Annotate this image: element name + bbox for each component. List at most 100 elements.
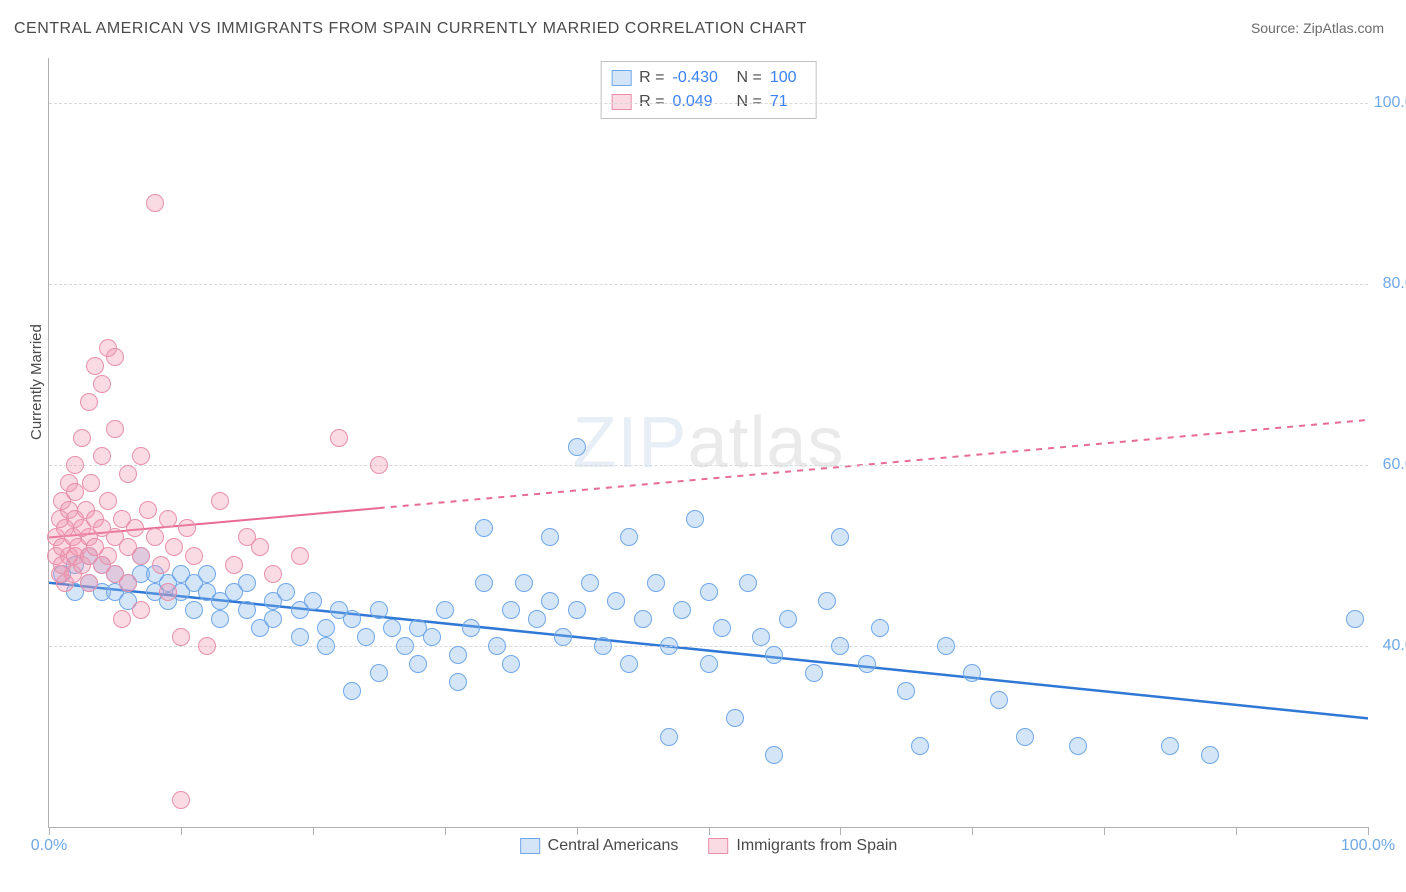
scatter-point [502,655,520,673]
scatter-point [620,655,638,673]
scatter-point [66,456,84,474]
stats-r-label: R = [639,93,664,111]
scatter-point [700,583,718,601]
scatter-point [660,728,678,746]
x-tick [972,827,973,835]
trend-lines [49,58,1368,827]
scatter-point [963,664,981,682]
scatter-point [568,438,586,456]
scatter-point [291,628,309,646]
x-tick-label: 100.0% [1341,837,1395,855]
scatter-plot: ZIPatlas R =-0.430N =100R =0.049N =71 Ce… [48,58,1368,828]
scatter-point [132,547,150,565]
x-tick [1236,827,1237,835]
scatter-point [634,610,652,628]
y-tick-label: 100.0% [1373,94,1406,112]
stats-n-value: 100 [770,69,806,87]
legend-swatch [611,70,631,86]
scatter-point [93,447,111,465]
scatter-point [911,737,929,755]
stats-r-value: -0.430 [673,69,729,87]
scatter-point [779,610,797,628]
x-tick [49,827,50,835]
scatter-point [937,637,955,655]
legend-swatch [611,94,631,110]
scatter-point [238,574,256,592]
scatter-point [765,746,783,764]
scatter-point [726,709,744,727]
legend-item: Central Americans [520,837,679,855]
scatter-point [198,565,216,583]
scatter-point [119,465,137,483]
scatter-point [752,628,770,646]
scatter-point [113,610,131,628]
scatter-point [251,538,269,556]
scatter-point [1016,728,1034,746]
scatter-point [673,601,691,619]
y-tick-label: 60.0% [1373,456,1406,474]
scatter-point [172,791,190,809]
scatter-point [370,601,388,619]
legend-label: Central Americans [548,837,679,855]
scatter-point [93,375,111,393]
scatter-point [165,538,183,556]
x-tick [1368,827,1369,835]
scatter-point [211,492,229,510]
grid-line [49,284,1368,285]
scatter-point [106,420,124,438]
scatter-point [831,637,849,655]
x-tick [709,827,710,835]
scatter-point [370,456,388,474]
scatter-point [528,610,546,628]
scatter-point [871,619,889,637]
scatter-point [383,619,401,637]
scatter-point [475,574,493,592]
scatter-point [185,547,203,565]
scatter-point [132,601,150,619]
scatter-point [119,574,137,592]
watermark-part1: ZIP [572,403,687,483]
legend-bottom: Central Americans Immigrants from Spain [520,837,898,855]
x-tick [577,827,578,835]
x-tick [840,827,841,835]
stats-r-value: 0.049 [673,93,729,111]
scatter-point [211,610,229,628]
scatter-point [449,646,467,664]
y-axis-label: Currently Married [28,324,45,440]
scatter-point [858,655,876,673]
scatter-point [1346,610,1364,628]
scatter-point [620,528,638,546]
chart-title: CENTRAL AMERICAN VS IMMIGRANTS FROM SPAI… [14,20,807,38]
y-tick-label: 80.0% [1373,275,1406,293]
scatter-point [1069,737,1087,755]
stats-n-value: 71 [770,93,806,111]
scatter-point [1161,737,1179,755]
stats-r-label: R = [639,69,664,87]
scatter-point [488,637,506,655]
scatter-point [502,601,520,619]
scatter-point [554,628,572,646]
legend-label: Immigrants from Spain [736,837,897,855]
scatter-point [132,447,150,465]
scatter-point [172,628,190,646]
scatter-point [475,519,493,537]
scatter-point [370,664,388,682]
scatter-point [291,547,309,565]
grid-line [49,103,1368,104]
scatter-point [343,682,361,700]
scatter-point [106,348,124,366]
scatter-point [423,628,441,646]
scatter-point [152,556,170,574]
scatter-point [713,619,731,637]
scatter-point [568,601,586,619]
scatter-point [73,429,91,447]
scatter-point [739,574,757,592]
scatter-point [594,637,612,655]
scatter-point [449,673,467,691]
stats-n-label: N = [737,93,762,111]
scatter-point [317,619,335,637]
scatter-point [990,691,1008,709]
scatter-point [541,528,559,546]
scatter-point [396,637,414,655]
legend-swatch [708,838,728,854]
